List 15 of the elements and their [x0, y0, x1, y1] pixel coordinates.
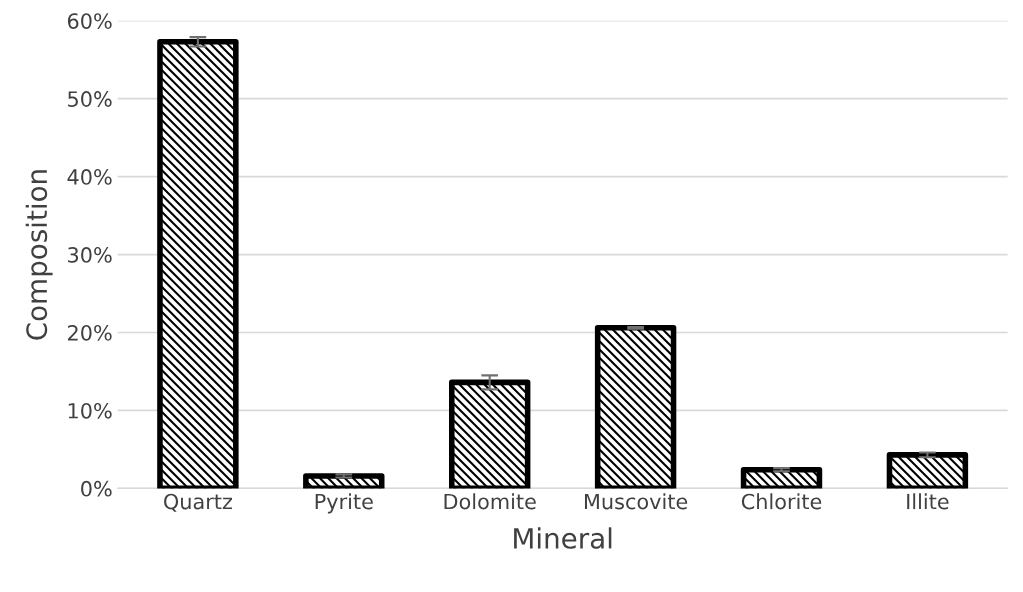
- x-tick-label: Illite: [907, 493, 949, 510]
- x-tick-label: Quartz: [164, 493, 233, 512]
- x-axis-title: Mineral: [514, 527, 612, 549]
- x-tick-label: Muscovite: [584, 493, 688, 510]
- y-tick-label: 60%: [67, 13, 112, 29]
- x-tick-label: Pyrite: [315, 493, 373, 514]
- y-tick-label: 10%: [68, 402, 112, 419]
- y-tick-label: 40%: [67, 169, 112, 185]
- y-axis-title: Composition: [25, 170, 53, 340]
- y-tick-label: 0%: [81, 480, 112, 497]
- x-tick-label: Chlorite: [741, 493, 822, 510]
- x-tick-label: Dolomite: [444, 493, 536, 510]
- y-tick-label: 50%: [68, 91, 112, 107]
- y-tick-label: 20%: [68, 324, 112, 341]
- y-tick-label: 30%: [68, 247, 112, 263]
